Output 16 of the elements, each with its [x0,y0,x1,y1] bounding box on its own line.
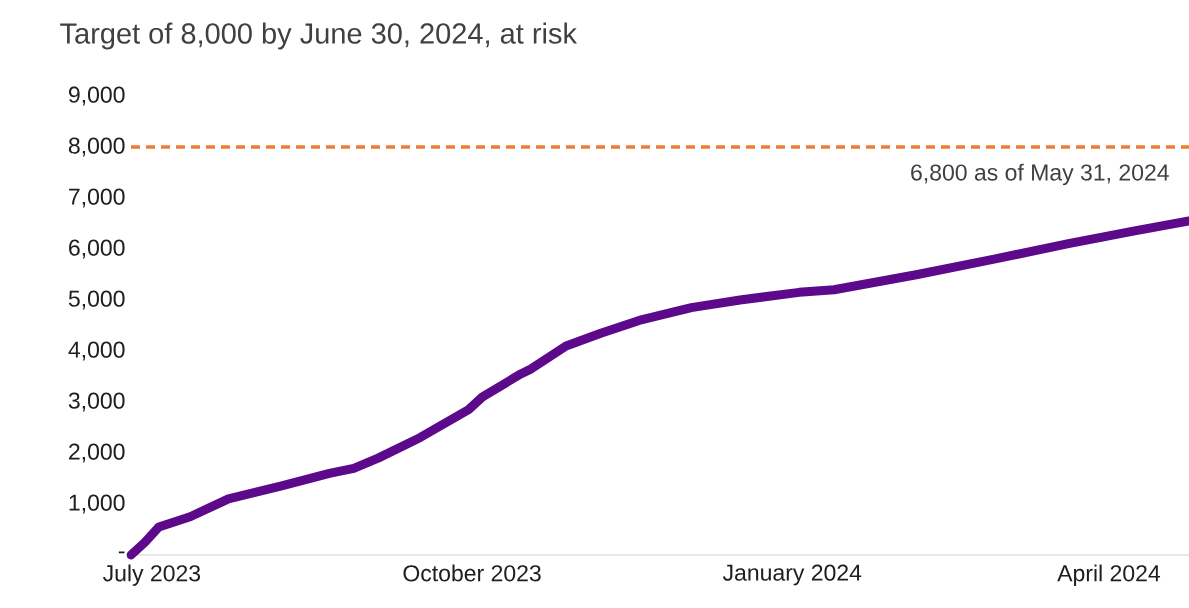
chart-title: Target of 8,000 by June 30, 2024, at risk [60,22,577,50]
y-tick-label: 9,000 [68,86,125,106]
y-tick-label: 7,000 [69,188,125,208]
y-tick-label: 2,000 [69,443,125,463]
y-tick-label: 6,000 [69,239,125,259]
x-tick-label: April 2024 [1057,564,1161,586]
x-tick-label: July 2023 [103,564,201,586]
y-tick-label: 3,000 [68,392,125,412]
annotation: 6,800 as of May 31, 2024 [911,163,1169,186]
x-tick-label: October 2023 [403,564,541,582]
y-tick-label: 5,000 [68,290,125,310]
y-tick-label: 1,000 [69,494,125,514]
x-tick-label: January 2024 [722,564,862,586]
y-tick-label: 8,000 [68,137,125,157]
y-tick-label: - [118,551,125,554]
y-tick-label: 4,000 [68,341,125,361]
